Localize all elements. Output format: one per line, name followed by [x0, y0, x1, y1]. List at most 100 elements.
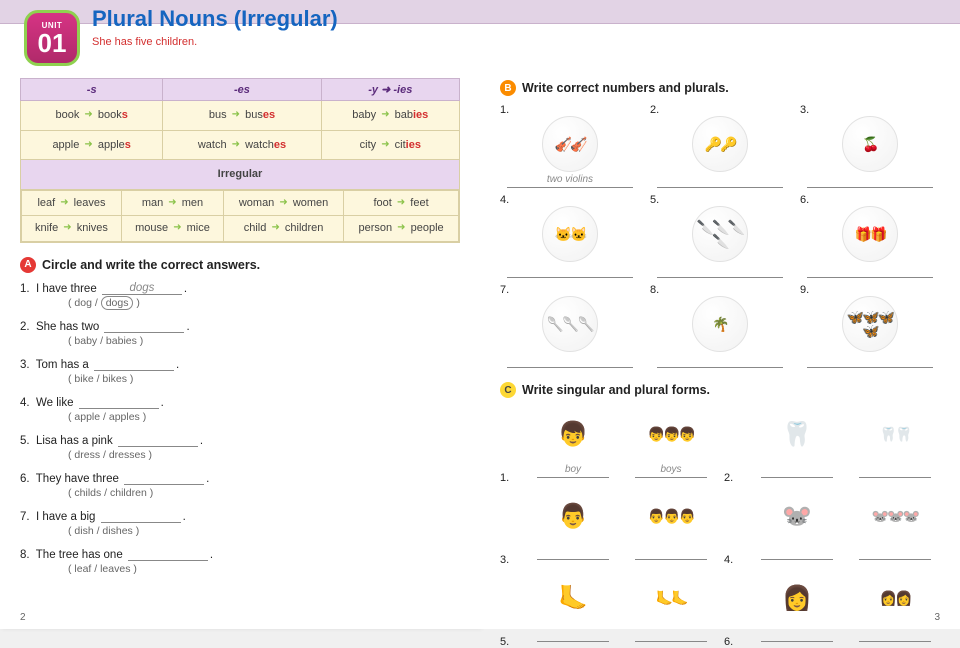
exercise-b-item: 8.🌴: [650, 284, 790, 368]
section-c: C Write singular and plural forms. 1.👦bo…: [500, 382, 940, 648]
plural-cell: 👦👦👦 boys: [626, 406, 716, 484]
answer-blank[interactable]: [657, 264, 783, 278]
rules-cell: woman ➜ women: [224, 190, 344, 216]
unit-badge: UNIT 01: [24, 10, 80, 66]
exercise-a-item: 5. Lisa has a pink .( dress / dresses ): [20, 433, 460, 461]
answer-blank[interactable]: [101, 509, 181, 523]
item-number: 1.: [500, 104, 640, 116]
answer-blank[interactable]: boy: [537, 464, 609, 478]
exercise-a-item: 4. We like .( apple / apples ): [20, 395, 460, 423]
item-number: 3.: [800, 104, 940, 116]
answer-blank[interactable]: [657, 174, 783, 188]
answer-blank[interactable]: boys: [635, 464, 707, 478]
answer-blank[interactable]: dogs: [102, 281, 182, 295]
exercise-a-item: 3. Tom has a .( bike / bikes ): [20, 357, 460, 385]
item-number: 7.: [500, 284, 640, 296]
rules-cell: apple ➜ apples: [21, 130, 163, 160]
answer-blank[interactable]: [859, 546, 931, 560]
answer-blank[interactable]: [118, 433, 198, 447]
exercise-b-item: 7.🥄🥄🥄: [500, 284, 640, 368]
rules-cell: watch ➜ watches: [163, 130, 321, 160]
exercise-a-item: 1. I have three dogs.( dog / dogs ): [20, 281, 460, 309]
item-image: 🦷🦷: [865, 406, 925, 462]
exercise-a-item: 8. The tree has one .( leaf / leaves ): [20, 547, 460, 575]
hint: ( apple / apples ): [68, 411, 460, 423]
answer-blank[interactable]: [124, 471, 204, 485]
item-image: 👩👩: [865, 570, 925, 626]
item-number: 8.: [650, 284, 790, 296]
rules-header: -es: [163, 79, 321, 101]
item-image: 🦷: [767, 406, 827, 462]
plural-cell: 🦷🦷: [850, 406, 940, 484]
rules-cell: baby ➜ babies: [321, 101, 459, 131]
singular-cell: 🐭: [752, 488, 842, 566]
item-number: 3.: [500, 554, 520, 566]
exercise-b-item: 1.🎻🎻 two violins: [500, 104, 640, 188]
answer-blank[interactable]: two violins: [507, 174, 633, 188]
answer-blank[interactable]: [635, 628, 707, 642]
answer-blank[interactable]: [657, 354, 783, 368]
example-sentence: She has five children.: [92, 36, 338, 48]
exercise-b-item: 6.🎁🎁: [800, 194, 940, 278]
singular-cell: 👨: [528, 488, 618, 566]
answer-blank[interactable]: [507, 354, 633, 368]
item-image: 👨: [543, 488, 603, 544]
item-image: 👨👨👨: [641, 488, 701, 544]
item-number: 2.: [650, 104, 790, 116]
item-number: 4.: [500, 194, 640, 206]
exercise-a-item: 2. She has two .( baby / babies ): [20, 319, 460, 347]
rules-cell: bus ➜ buses: [163, 101, 321, 131]
item-image: 🥄🥄🥄: [542, 296, 598, 352]
item-image: 🎻🎻: [542, 116, 598, 172]
item-image: 🦶🦶: [641, 570, 701, 626]
hint: ( dress / dresses ): [68, 449, 460, 461]
item-image: 🎁🎁: [842, 206, 898, 262]
item-number: 6.: [800, 194, 940, 206]
answer-blank[interactable]: [761, 464, 833, 478]
hint: ( dog / dogs ): [68, 297, 460, 309]
header-band-right: [480, 0, 960, 24]
answer-blank[interactable]: [79, 395, 159, 409]
answer-blank[interactable]: [507, 264, 633, 278]
answer-blank[interactable]: [859, 628, 931, 642]
item-image: 👦👦👦: [641, 406, 701, 462]
item-number: 9.: [800, 284, 940, 296]
answer-blank[interactable]: [104, 319, 184, 333]
answer-blank[interactable]: [94, 357, 174, 371]
item-image: 🌴: [692, 296, 748, 352]
answer-blank[interactable]: [537, 546, 609, 560]
answer-blank[interactable]: [761, 546, 833, 560]
exercise-b-item: 9.🦋🦋🦋🦋: [800, 284, 940, 368]
item-image: 🍒: [842, 116, 898, 172]
exercise-b-item: 2.🔑🔑: [650, 104, 790, 188]
page-number-left: 2: [20, 612, 26, 623]
rules-cell: foot ➜ feet: [344, 190, 459, 216]
answer-blank[interactable]: [807, 174, 933, 188]
rules-cell: child ➜ children: [224, 216, 344, 242]
rules-cell: city ➜ cities: [321, 130, 459, 160]
answer-blank[interactable]: [807, 264, 933, 278]
hint: ( childs / children ): [68, 487, 460, 499]
singular-cell: 🦶: [528, 570, 618, 648]
answer-blank[interactable]: [635, 546, 707, 560]
answer-blank[interactable]: [761, 628, 833, 642]
rules-table: -s-es-y ➜ -ies book ➜ booksbus ➜ busesba…: [20, 78, 460, 243]
item-image: 🐭🐭🐭: [865, 488, 925, 544]
item-number: 1.: [500, 472, 520, 484]
answer-blank[interactable]: [859, 464, 931, 478]
rules-cell: leaf ➜ leaves: [22, 190, 122, 216]
left-page: UNIT 01 Plural Nouns (Irregular) She has…: [0, 0, 480, 629]
answer-blank[interactable]: [128, 547, 208, 561]
unit-number: 01: [38, 30, 67, 56]
page-number-right: 3: [934, 612, 940, 623]
rules-cell: book ➜ books: [21, 101, 163, 131]
answer-blank[interactable]: [537, 628, 609, 642]
section-b-title: Write correct numbers and plurals.: [522, 81, 729, 95]
singular-cell: 🦷: [752, 406, 842, 484]
answer-blank[interactable]: [807, 354, 933, 368]
item-number: 6.: [724, 636, 744, 648]
section-a-bubble: A: [20, 257, 36, 273]
plural-cell: 🐭🐭🐭: [850, 488, 940, 566]
exercise-a-item: 7. I have a big .( dish / dishes ): [20, 509, 460, 537]
right-page: B Write correct numbers and plurals. 1.🎻…: [480, 0, 960, 629]
